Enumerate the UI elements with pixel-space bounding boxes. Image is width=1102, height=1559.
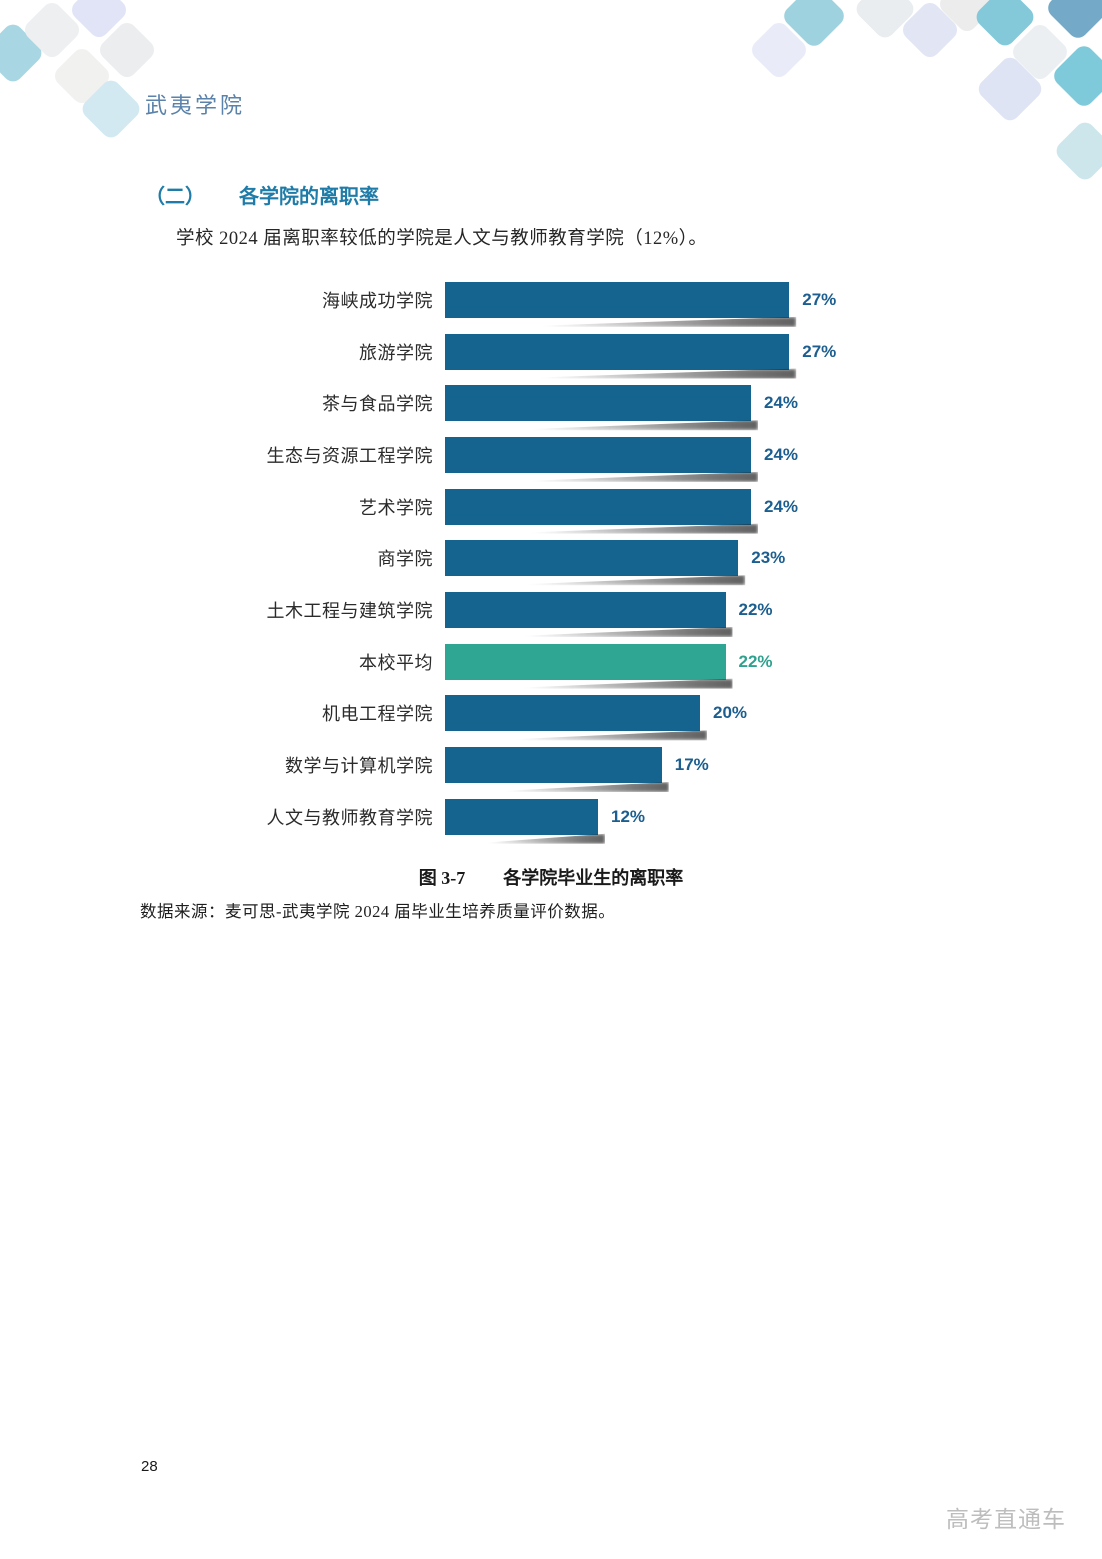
bar-shadow (527, 575, 746, 586)
bar-wrap: 22% (445, 591, 773, 637)
bar (445, 695, 707, 741)
category-label: 海峡成功学院 (322, 290, 433, 311)
chart-row: 茶与食品学院 24% (150, 377, 970, 431)
bar-wrap: 22% (445, 643, 773, 689)
bar-wrap: 24% (445, 488, 799, 534)
bar-shadow (530, 523, 758, 534)
category-label: 茶与食品学院 (322, 394, 433, 415)
bar-wrap: 27% (445, 281, 837, 327)
value-label: 24% (764, 444, 799, 464)
category-label: 商学院 (377, 549, 433, 570)
bar-shadow (523, 678, 733, 689)
figure-title: 各学院毕业生的离职率 (503, 868, 684, 888)
value-label: 22% (738, 651, 773, 671)
value-label: 20% (713, 703, 748, 723)
bar-shadow (530, 471, 758, 482)
bar (445, 591, 733, 637)
bar-shadow (530, 420, 758, 431)
data-source: 数据来源：麦可思-武夷学院 2024 届毕业生培养质量评价数据。 (140, 902, 616, 921)
bar (445, 333, 797, 379)
watermark: 高考直通车 (946, 1507, 1066, 1532)
value-label: 23% (751, 548, 786, 568)
bar (445, 385, 758, 431)
bar-wrap: 27% (445, 333, 837, 379)
value-label: 27% (802, 341, 837, 361)
figure-label: 图 3-7 (418, 868, 466, 888)
category-label: 数学与计算机学院 (285, 756, 433, 777)
value-label: 24% (764, 393, 799, 413)
chart-row: 人文与教师教育学院 12% (150, 791, 970, 844)
bar-wrap: 24% (445, 385, 799, 431)
bar-shadow (541, 368, 797, 379)
bar-wrap: 17% (445, 747, 709, 793)
value-label: 24% (764, 496, 799, 516)
bar-wrap: 23% (445, 540, 786, 586)
category-label: 土木工程与建筑学院 (266, 600, 433, 621)
bar-shadow (541, 316, 797, 327)
chart-row: 机电工程学院 20% (150, 688, 970, 741)
chart-row: 数学与计算机学院 17% (150, 739, 970, 793)
deco-diamond (1052, 118, 1102, 184)
bar (445, 540, 746, 586)
bar-shadow (523, 626, 733, 637)
value-label: 27% (802, 289, 837, 309)
bar (445, 747, 669, 793)
value-label: 22% (738, 599, 773, 619)
category-label: 旅游学院 (359, 342, 433, 363)
bar-shadow (505, 782, 669, 793)
body-paragraph: 学校 2024 届离职率较低的学院是人文与教师教育学院（12%）。 (176, 229, 708, 249)
chart-row: 生态与资源工程学院 24% (150, 429, 970, 482)
chart-row: 土木工程与建筑学院 22% (150, 584, 970, 637)
header-logo-text: 武夷学院 (145, 93, 246, 118)
section-heading: （二） 各学院的离职率 (145, 180, 379, 209)
chart-row: 海峡成功学院 27% (150, 274, 970, 327)
category-label: 本校平均 (359, 652, 433, 673)
chart-row: 本校平均 22% (150, 636, 970, 689)
bar (445, 281, 797, 327)
chart-row: 商学院 23% (150, 532, 970, 586)
section-number: （二） (145, 186, 205, 208)
figure-caption: 图 3-7 各学院毕业生的离职率 (0, 864, 1102, 890)
bar-chart: 海峡成功学院 27% 旅游学院 27% 茶与食品学院 24% 生态与资源工程学院 24% 艺术学… (150, 274, 970, 844)
value-label: 17% (674, 755, 709, 775)
section-title: 各学院的离职率 (239, 186, 379, 208)
bar-shadow (516, 730, 707, 741)
category-label: 生态与资源工程学院 (266, 445, 433, 466)
chart-row: 艺术学院 24% (150, 481, 970, 534)
bar-highlight (445, 643, 733, 689)
bar-wrap: 24% (445, 436, 799, 482)
bar (445, 488, 758, 534)
category-label: 人文与教师教育学院 (266, 807, 433, 828)
page-number: 28 (141, 1458, 158, 1475)
bar (445, 436, 758, 482)
category-label: 艺术学院 (359, 497, 433, 518)
chart-row: 旅游学院 27% (150, 326, 970, 379)
bar (445, 798, 605, 844)
bar-wrap: 12% (445, 798, 646, 844)
value-label: 12% (611, 806, 646, 826)
bar-wrap: 20% (445, 695, 748, 741)
bar-shadow (487, 833, 605, 844)
category-label: 机电工程学院 (322, 704, 433, 725)
